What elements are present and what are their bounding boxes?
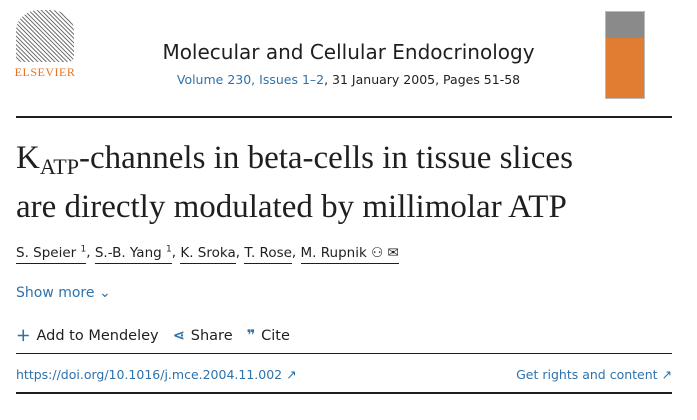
article-toolbar: ＋ Add to Mendeley ⋖ Share ❞ Cite: [16, 325, 290, 346]
divider: [16, 353, 672, 354]
mail-icon: ✉: [387, 244, 399, 261]
author-link[interactable]: K. Sroka: [180, 244, 236, 264]
share-icon: ⋖: [172, 327, 185, 344]
author-list: S. Speier 1, S.-B. Yang 1, K. Sroka, T. …: [16, 244, 399, 264]
chevron-down-icon: ⌄: [98, 285, 111, 301]
elsevier-logo[interactable]: ELSEVIER: [14, 10, 76, 80]
cite-button[interactable]: ❞ Cite: [246, 327, 290, 344]
divider: [16, 392, 672, 394]
divider: [16, 116, 672, 118]
plus-icon: ＋: [16, 329, 31, 345]
author-link[interactable]: S. Speier 1: [16, 244, 87, 264]
rights-link[interactable]: Get rights and content ↗: [516, 367, 672, 382]
volume-details: , 31 January 2005, Pages 51-58: [324, 72, 521, 87]
quote-icon: ❞: [246, 327, 256, 344]
article-title: KATP-channels in beta-cells in tissue sl…: [16, 140, 573, 225]
journal-title[interactable]: Molecular and Cellular Endocrinology: [162, 40, 535, 64]
author-link[interactable]: M. Rupnik ⚇ ✉: [300, 244, 399, 264]
author-link[interactable]: S.-B. Yang 1: [94, 244, 172, 264]
show-more-button[interactable]: Show more ⌄: [16, 285, 111, 301]
person-icon: ⚇: [371, 244, 384, 261]
elsevier-tree-icon: [16, 10, 74, 62]
journal-cover-image[interactable]: [605, 11, 645, 99]
doi-link[interactable]: https://doi.org/10.1016/j.mce.2004.11.00…: [16, 367, 297, 382]
add-to-mendeley-button[interactable]: ＋ Add to Mendeley: [16, 325, 159, 346]
volume-info: Volume 230, Issues 1–2, 31 January 2005,…: [0, 72, 697, 87]
author-link[interactable]: T. Rose: [244, 244, 292, 264]
volume-link[interactable]: Volume 230, Issues 1–2: [176, 72, 325, 87]
publisher-name: ELSEVIER: [14, 65, 76, 79]
share-button[interactable]: ⋖ Share: [172, 327, 233, 344]
